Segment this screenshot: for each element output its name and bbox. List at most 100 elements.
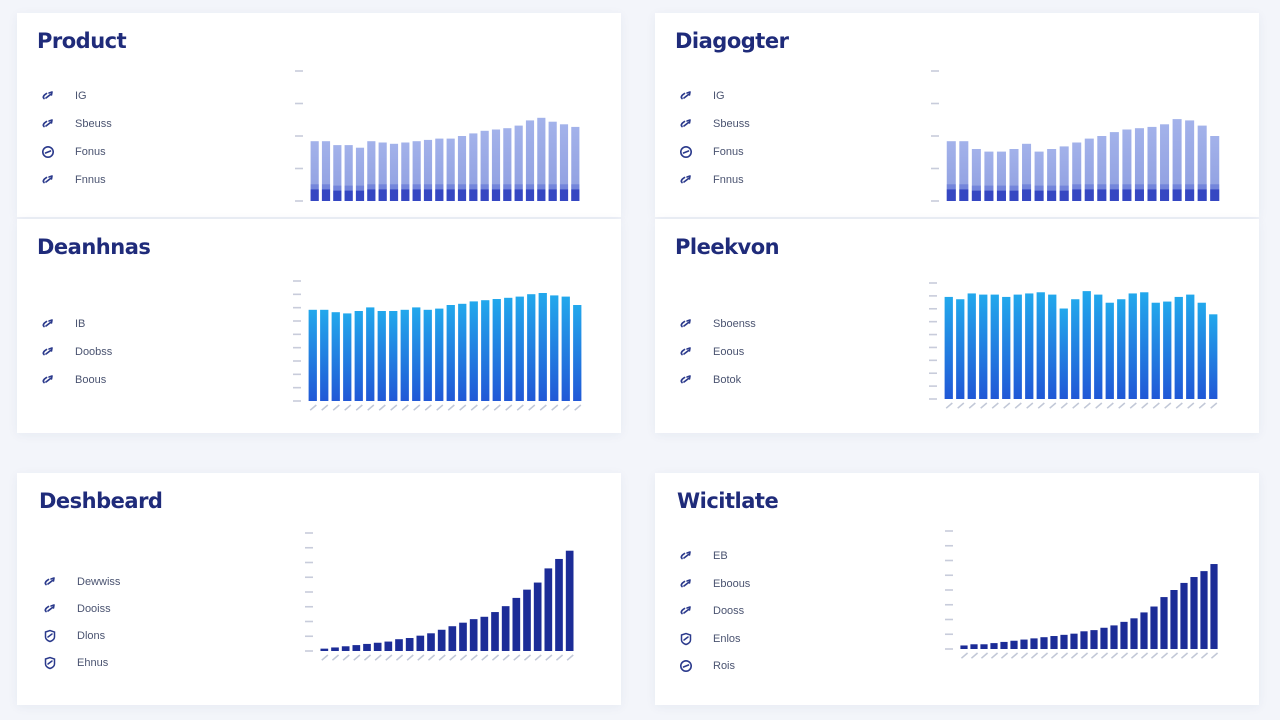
link-arrow-icon bbox=[679, 317, 693, 331]
bar-base-segment bbox=[996, 190, 1006, 201]
bar-chart bbox=[295, 70, 580, 202]
bar bbox=[1210, 136, 1220, 201]
legend-label: Enlos bbox=[713, 632, 741, 645]
bar bbox=[944, 296, 953, 399]
x-tick bbox=[1118, 402, 1126, 409]
bar-base-segment bbox=[469, 189, 478, 201]
bar-mid-segment bbox=[401, 184, 410, 190]
x-tick bbox=[574, 404, 582, 411]
bar bbox=[363, 643, 371, 651]
bar-base-segment bbox=[537, 189, 546, 201]
bar bbox=[573, 305, 582, 401]
x-tick bbox=[945, 402, 953, 409]
y-tick bbox=[305, 635, 313, 638]
legend-label: IB bbox=[75, 318, 86, 330]
bar bbox=[1000, 641, 1008, 649]
link-arrow-icon bbox=[41, 89, 55, 103]
link-arrow-icon bbox=[41, 117, 55, 131]
bar bbox=[1072, 142, 1082, 201]
bar bbox=[1170, 590, 1178, 649]
bar bbox=[1134, 128, 1144, 201]
bar bbox=[491, 612, 499, 651]
y-tick bbox=[293, 386, 301, 389]
bar bbox=[400, 309, 409, 401]
bar bbox=[1030, 638, 1038, 649]
bar-base-segment bbox=[984, 190, 994, 201]
bar-base-segment bbox=[1084, 189, 1094, 201]
card-title: Pleekvon bbox=[675, 235, 780, 259]
legend-label: Eoous bbox=[713, 346, 745, 358]
bar bbox=[1020, 639, 1028, 649]
x-tick bbox=[1152, 402, 1160, 409]
legend-label: Sbeuss bbox=[75, 118, 112, 130]
bar bbox=[437, 629, 446, 651]
bar-base-segment bbox=[1122, 189, 1132, 201]
bar-base-segment bbox=[503, 189, 512, 201]
bar bbox=[459, 622, 467, 651]
bar-base-segment bbox=[1160, 189, 1170, 201]
legend-label: Fonus bbox=[75, 146, 106, 158]
x-tick bbox=[970, 652, 979, 659]
bar bbox=[1160, 124, 1170, 201]
bar bbox=[1122, 129, 1132, 201]
bar bbox=[435, 308, 444, 401]
bar-base-segment bbox=[412, 189, 421, 201]
x-tick bbox=[980, 652, 989, 659]
bar bbox=[565, 550, 574, 651]
bar bbox=[492, 299, 501, 401]
card-wicitlate: Wicitlate EB Eboous Dooss Enlos Rois bbox=[655, 473, 1259, 705]
x-tick bbox=[1060, 652, 1069, 659]
legend-label: IG bbox=[713, 90, 725, 102]
bar bbox=[979, 294, 988, 399]
y-tick bbox=[293, 320, 301, 322]
bar-base-segment bbox=[525, 189, 535, 201]
bar bbox=[1048, 294, 1057, 399]
legend-label: Rois bbox=[713, 660, 736, 672]
bar-mid-segment bbox=[1172, 184, 1182, 190]
y-tick bbox=[931, 200, 939, 202]
x-tick bbox=[374, 654, 382, 661]
link-arrow-icon bbox=[43, 602, 57, 616]
x-tick bbox=[353, 654, 361, 661]
bar bbox=[538, 293, 547, 401]
bar bbox=[1117, 299, 1126, 399]
bar bbox=[469, 301, 478, 401]
bar bbox=[1040, 637, 1048, 649]
x-tick bbox=[555, 654, 564, 661]
bar bbox=[504, 297, 513, 401]
bar bbox=[377, 311, 386, 401]
bar bbox=[308, 309, 317, 401]
y-tick bbox=[929, 307, 937, 310]
x-tick bbox=[1083, 402, 1091, 409]
x-tick bbox=[449, 654, 457, 661]
legend-label: Doobss bbox=[75, 346, 113, 358]
x-tick bbox=[447, 404, 455, 411]
bar-mid-segment bbox=[1084, 184, 1094, 190]
bar-base-segment bbox=[355, 190, 365, 201]
card-title: Product bbox=[37, 29, 127, 53]
bar-mid-segment bbox=[435, 184, 444, 190]
legend-label: Sboenss bbox=[713, 318, 756, 330]
bar-mid-segment bbox=[491, 184, 501, 190]
y-tick bbox=[929, 385, 937, 387]
bar-mid-segment bbox=[367, 184, 376, 190]
bar-mid-segment bbox=[1185, 184, 1195, 190]
y-tick bbox=[305, 546, 313, 549]
bar bbox=[1060, 634, 1068, 649]
x-tick bbox=[1100, 652, 1109, 659]
x-tick bbox=[513, 654, 521, 661]
y-tick bbox=[305, 591, 313, 593]
bar bbox=[1151, 302, 1160, 399]
x-tick bbox=[417, 654, 425, 661]
bar-base-segment bbox=[1147, 189, 1157, 201]
bar bbox=[548, 121, 557, 201]
y-tick bbox=[295, 200, 303, 202]
bar-base-segment bbox=[401, 189, 410, 201]
bar bbox=[971, 149, 981, 201]
bar bbox=[1130, 618, 1138, 649]
x-tick bbox=[968, 402, 976, 409]
x-tick bbox=[1130, 652, 1139, 659]
x-tick bbox=[980, 402, 988, 409]
bar bbox=[469, 619, 478, 651]
bar bbox=[378, 142, 387, 201]
